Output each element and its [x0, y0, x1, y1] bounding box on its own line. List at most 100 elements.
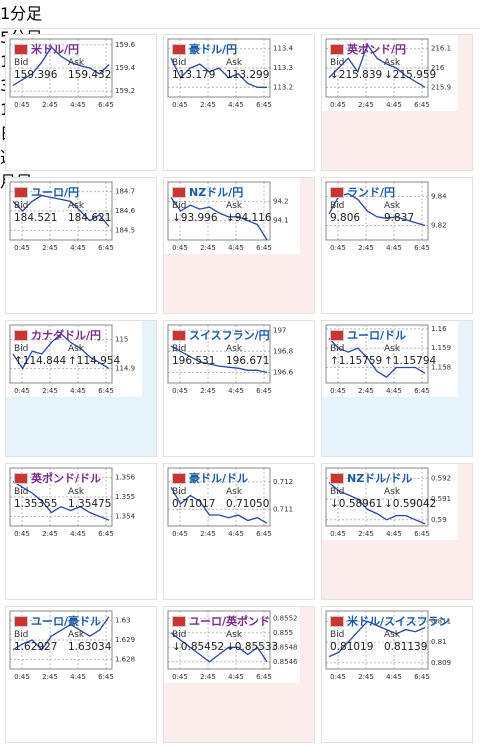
- mini-chart: 0.59 0.591 0.592 0:45 2:45 4:45 6:45: [322, 464, 458, 540]
- flag: [14, 44, 28, 55]
- mini-chart: 0.711 0.712 0:45 2:45 4:45 6:45: [164, 464, 300, 540]
- x-tick-label: 4:45: [386, 244, 402, 252]
- flag: [14, 473, 28, 484]
- ask-label: Ask: [68, 344, 85, 354]
- x-tick-label: 2:45: [42, 387, 58, 395]
- y-tick-label: 216.1: [431, 45, 451, 53]
- currency-card[interactable]: 英ポンド/円 Bid Ask ↓215.839 ↓215.959 215.9 216 216.…: [321, 34, 473, 171]
- x-tick-label: 0:45: [172, 673, 188, 681]
- price-line: [170, 632, 268, 663]
- currency-card[interactable]: ユーロ/円 Bid Ask 184.521 184.621 184.5 184.6 184.7…: [5, 177, 157, 314]
- currency-card[interactable]: 米ドル/円 Bid Ask 159.396 159.432 159.2 159.4 159.6…: [5, 34, 157, 171]
- ask-value: 0.71050: [226, 498, 270, 510]
- plot-frame: [325, 324, 429, 384]
- flag: [172, 330, 186, 341]
- currency-name: ランド/円: [347, 186, 396, 199]
- y-tick-label: 1.629: [115, 636, 135, 644]
- x-tick-label: 6:45: [414, 387, 430, 395]
- plot-frame: [325, 610, 429, 670]
- y-tick-label: 1.628: [115, 655, 135, 663]
- price-line: [12, 332, 110, 370]
- bid-value: 9.806: [330, 212, 361, 224]
- tab[interactable]: 1分足: [0, 4, 43, 23]
- currency-name: NZドル/ドル: [347, 472, 413, 485]
- currency-card[interactable]: 豪ドル/円 Bid Ask 113.179 113.299 113.2 113.3 113.4…: [163, 34, 315, 171]
- currency-card[interactable]: ユーロ/英ポンド Bid Ask ↓0.85452 ↓0.85533 0.8546 0.85…: [163, 606, 315, 743]
- ask-label: Ask: [68, 487, 85, 497]
- currency-name: カナダドル/円: [31, 329, 102, 342]
- bid-label: Bid: [330, 487, 345, 497]
- chart-bg: [6, 35, 142, 111]
- plot-frame: [9, 467, 113, 527]
- bid-value: ↑114.844: [14, 355, 67, 367]
- currency-card[interactable]: ユーロ/豪ドル Bid Ask 1.62927 1.63034 1.628 1.629 1.6…: [5, 606, 157, 743]
- bid-label: Bid: [330, 201, 345, 211]
- x-tick-label: 4:45: [386, 101, 402, 109]
- ask-label: Ask: [384, 487, 401, 497]
- flag: [172, 473, 186, 484]
- plot-frame: [167, 467, 271, 527]
- price-line: [12, 480, 110, 521]
- bid-value: ↓0.58961: [330, 498, 383, 510]
- mini-chart: 184.5 184.6 184.7 0:45 2:45 4:45 6:45: [6, 178, 142, 254]
- ask-value: ↑1.15794: [384, 355, 437, 367]
- y-tick-label: 0.712: [273, 478, 293, 486]
- mini-chart: 0.809 0.81 0.811 0:45 2:45 4:45 6:45: [322, 607, 458, 683]
- currency-card[interactable]: 英ポンド/ドル Bid Ask 1.35355 1.35475 1.354 1.355 1.3…: [5, 463, 157, 600]
- y-tick-label: 1.355: [115, 493, 135, 501]
- flag: [330, 616, 344, 627]
- x-tick-label: 6:45: [256, 673, 272, 681]
- x-tick-label: 4:45: [228, 387, 244, 395]
- currency-name: 英ポンド/円: [347, 43, 407, 56]
- bid-value: 0.81019: [330, 641, 374, 653]
- x-tick-label: 4:45: [386, 530, 402, 538]
- currency-card[interactable]: 豪ドル/ドル Bid Ask 0.71017 0.71050 0.711 0.712 0:45…: [163, 463, 315, 600]
- x-tick-label: 6:45: [414, 530, 430, 538]
- ask-label: Ask: [226, 201, 243, 211]
- bid-label: Bid: [172, 630, 187, 640]
- y-tick-label: 94.1: [273, 217, 289, 225]
- y-tick-label: 0.592: [431, 474, 451, 482]
- price-line: [328, 192, 426, 227]
- currency-card[interactable]: スイスフラン/円 Bid Ask 196.531 196.671 196.6 196.8 19…: [163, 320, 315, 457]
- x-tick-label: 4:45: [386, 673, 402, 681]
- plot-frame: [167, 38, 271, 98]
- chart-bg: [6, 321, 142, 397]
- y-tick-label: 114.9: [115, 365, 135, 373]
- currency-card[interactable]: ランド/円 Bid Ask 9.806 9.837 9.82 9.84 0:45 2:45 4:4…: [321, 177, 473, 314]
- price-line: [170, 58, 267, 88]
- plot-frame: [167, 610, 271, 670]
- x-tick-label: 6:45: [98, 101, 114, 109]
- x-tick-label: 4:45: [70, 244, 86, 252]
- x-tick-label: 4:45: [70, 530, 86, 538]
- bid-value: ↑1.15759: [330, 355, 383, 367]
- currency-name: スイスフラン/円: [189, 329, 270, 342]
- x-tick-label: 4:45: [70, 673, 86, 681]
- plot-frame: [167, 181, 271, 241]
- x-tick-label: 4:45: [386, 387, 402, 395]
- currency-name: ユーロ/英ポンド: [189, 615, 271, 628]
- ask-value: ↓0.59042: [384, 498, 437, 510]
- currency-card[interactable]: NZドル/円 Bid Ask ↓93.996 ↓94.116 94.1 94.2 0:45 2:…: [163, 177, 315, 314]
- currency-card[interactable]: NZドル/ドル Bid Ask ↓0.58961 ↓0.59042 0.59 0.591 0.…: [321, 463, 473, 600]
- currency-card[interactable]: 米ドル/スイスフラン Bid Ask 0.81019 0.81139 0.809 0.81 0…: [321, 606, 473, 743]
- x-tick-label: 0:45: [172, 244, 188, 252]
- flag: [172, 187, 186, 198]
- x-tick-label: 2:45: [42, 530, 58, 538]
- y-tick-label: 0.59: [431, 516, 447, 524]
- x-tick-label: 2:45: [42, 101, 58, 109]
- y-tick-label: 184.5: [115, 226, 135, 234]
- currency-card[interactable]: カナダドル/円 Bid Ask ↑114.844 ↑114.954 114.9 115 0:4…: [5, 320, 157, 457]
- x-tick-label: 2:45: [200, 101, 216, 109]
- x-tick-label: 6:45: [414, 244, 430, 252]
- bid-label: Bid: [330, 344, 345, 354]
- bid-value: ↓93.996: [172, 212, 218, 224]
- ask-value: 0.81139: [384, 641, 428, 653]
- ask-value: 184.621: [68, 212, 112, 224]
- chart-bg: [164, 178, 300, 254]
- chart-bg: [6, 464, 142, 540]
- currency-card[interactable]: ユーロ/ドル Bid Ask ↑1.15759 ↑1.15794 1.158 1.159 1.…: [321, 320, 473, 457]
- currency-name: NZドル/円: [189, 186, 244, 199]
- y-tick-label: 1.158: [431, 364, 451, 372]
- x-tick-label: 2:45: [200, 530, 216, 538]
